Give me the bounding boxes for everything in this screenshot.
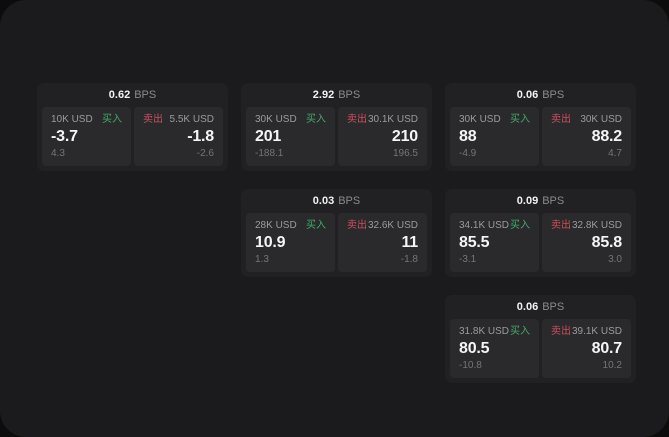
sell-delta: -1.8 bbox=[400, 254, 418, 265]
quote-card: 0.09 BPS 34.1K USD 买入 85.5 -3.1 卖出 32.8K… bbox=[445, 189, 636, 277]
buy-label: 买入 bbox=[510, 326, 530, 337]
sell-label: 卖出 bbox=[551, 326, 571, 337]
quote-card: 2.92 BPS 30K USD 买入 201 -188.1 卖出 30.1K … bbox=[241, 83, 432, 171]
buy-price: 80.5 bbox=[459, 340, 490, 357]
buy-amount: 30K USD bbox=[459, 114, 501, 125]
sell-delta: 10.2 bbox=[602, 360, 622, 371]
sell-panel[interactable]: 卖出 30K USD 88.2 4.7 bbox=[542, 107, 631, 166]
sell-label: 卖出 bbox=[143, 114, 163, 125]
sell-amount: 30.1K USD bbox=[367, 114, 418, 125]
card-body: 30K USD 买入 201 -188.1 卖出 30.1K USD 210 1… bbox=[241, 107, 432, 171]
card-body: 10K USD 买入 -3.7 4.3 卖出 5.5K USD -1.8 -2.… bbox=[37, 107, 228, 171]
sell-label: 卖出 bbox=[347, 114, 367, 125]
sell-amount: 39.1K USD bbox=[571, 326, 622, 337]
buy-label: 买入 bbox=[510, 220, 530, 231]
buy-panel[interactable]: 28K USD 买入 10.9 1.3 bbox=[246, 213, 335, 272]
sell-delta: 196.5 bbox=[392, 148, 418, 159]
buy-delta: 4.3 bbox=[51, 148, 65, 159]
spread-unit: BPS bbox=[542, 89, 565, 101]
sell-price: 85.8 bbox=[591, 234, 623, 251]
buy-price: 201 bbox=[255, 128, 282, 145]
sell-price: 11 bbox=[401, 234, 418, 251]
sell-panel[interactable]: 卖出 32.6K USD 11 -1.8 bbox=[338, 213, 427, 272]
card-body: 28K USD 买入 10.9 1.3 卖出 32.6K USD 11 -1.8 bbox=[241, 213, 432, 277]
buy-panel[interactable]: 30K USD 买入 201 -188.1 bbox=[246, 107, 335, 166]
sell-amount: 5.5K USD bbox=[169, 114, 214, 125]
card-body: 34.1K USD 买入 85.5 -3.1 卖出 32.8K USD 85.8… bbox=[445, 213, 636, 277]
spread-header: 0.06 BPS bbox=[445, 295, 636, 319]
sell-label: 卖出 bbox=[347, 220, 367, 231]
spread-unit: BPS bbox=[542, 195, 565, 207]
quote-cards-grid: 0.62 BPS 10K USD 买入 -3.7 4.3 卖出 5.5K USD bbox=[37, 83, 636, 383]
spread-value: 0.06 bbox=[516, 89, 539, 101]
buy-delta: -4.9 bbox=[459, 148, 477, 159]
sell-amount: 32.6K USD bbox=[367, 220, 418, 231]
buy-label: 买入 bbox=[306, 114, 326, 125]
buy-label: 买入 bbox=[102, 114, 122, 125]
buy-price: 85.5 bbox=[459, 234, 490, 251]
spread-header: 0.62 BPS bbox=[37, 83, 228, 107]
buy-amount: 30K USD bbox=[255, 114, 297, 125]
buy-panel[interactable]: 31.8K USD 买入 80.5 -10.8 bbox=[450, 319, 539, 378]
spread-unit: BPS bbox=[542, 301, 565, 313]
buy-price: -3.7 bbox=[51, 128, 78, 145]
sell-price: -1.8 bbox=[187, 128, 214, 145]
sell-amount: 30K USD bbox=[580, 114, 622, 125]
spread-header: 0.09 BPS bbox=[445, 189, 636, 213]
card-body: 31.8K USD 买入 80.5 -10.8 卖出 39.1K USD 80.… bbox=[445, 319, 636, 383]
quote-card: 0.06 BPS 31.8K USD 买入 80.5 -10.8 卖出 39.1… bbox=[445, 295, 636, 383]
buy-amount: 34.1K USD bbox=[459, 220, 510, 231]
sell-panel[interactable]: 卖出 32.8K USD 85.8 3.0 bbox=[542, 213, 631, 272]
buy-panel[interactable]: 10K USD 买入 -3.7 4.3 bbox=[42, 107, 131, 166]
spread-value: 0.06 bbox=[516, 301, 539, 313]
buy-amount: 10K USD bbox=[51, 114, 93, 125]
sell-delta: 4.7 bbox=[608, 148, 622, 159]
buy-price: 88 bbox=[459, 128, 477, 145]
spread-value: 2.92 bbox=[312, 89, 335, 101]
buy-amount: 31.8K USD bbox=[459, 326, 510, 337]
spread-unit: BPS bbox=[338, 195, 361, 207]
buy-delta: 1.3 bbox=[255, 254, 269, 265]
sell-panel[interactable]: 卖出 5.5K USD -1.8 -2.6 bbox=[134, 107, 223, 166]
buy-amount: 28K USD bbox=[255, 220, 297, 231]
spread-value: 0.62 bbox=[108, 89, 131, 101]
quote-card: 0.62 BPS 10K USD 买入 -3.7 4.3 卖出 5.5K USD bbox=[37, 83, 228, 171]
sell-label: 卖出 bbox=[551, 114, 571, 125]
sell-label: 卖出 bbox=[551, 220, 571, 231]
spread-header: 0.03 BPS bbox=[241, 189, 432, 213]
spread-value: 0.09 bbox=[516, 195, 539, 207]
quote-card: 0.03 BPS 28K USD 买入 10.9 1.3 卖出 32.6K US… bbox=[241, 189, 432, 277]
sell-delta: 3.0 bbox=[608, 254, 622, 265]
quote-card: 0.06 BPS 30K USD 买入 88 -4.9 卖出 30K USD bbox=[445, 83, 636, 171]
spread-header: 0.06 BPS bbox=[445, 83, 636, 107]
sell-amount: 32.8K USD bbox=[571, 220, 622, 231]
spread-value: 0.03 bbox=[312, 195, 335, 207]
buy-delta: -10.8 bbox=[459, 360, 482, 371]
sell-price: 80.7 bbox=[591, 340, 623, 357]
buy-panel[interactable]: 30K USD 买入 88 -4.9 bbox=[450, 107, 539, 166]
buy-panel[interactable]: 34.1K USD 买入 85.5 -3.1 bbox=[450, 213, 539, 272]
sell-panel[interactable]: 卖出 30.1K USD 210 196.5 bbox=[338, 107, 427, 166]
buy-label: 买入 bbox=[306, 220, 326, 231]
spread-unit: BPS bbox=[338, 89, 361, 101]
sell-panel[interactable]: 卖出 39.1K USD 80.7 10.2 bbox=[542, 319, 631, 378]
buy-delta: -3.1 bbox=[459, 254, 477, 265]
sell-price: 210 bbox=[391, 128, 418, 145]
sell-price: 88.2 bbox=[591, 128, 623, 145]
spread-header: 2.92 BPS bbox=[241, 83, 432, 107]
buy-label: 买入 bbox=[510, 114, 530, 125]
buy-price: 10.9 bbox=[255, 234, 286, 251]
card-body: 30K USD 买入 88 -4.9 卖出 30K USD 88.2 4.7 bbox=[445, 107, 636, 171]
buy-delta: -188.1 bbox=[255, 148, 284, 159]
spread-unit: BPS bbox=[134, 89, 157, 101]
sell-delta: -2.6 bbox=[196, 148, 214, 159]
